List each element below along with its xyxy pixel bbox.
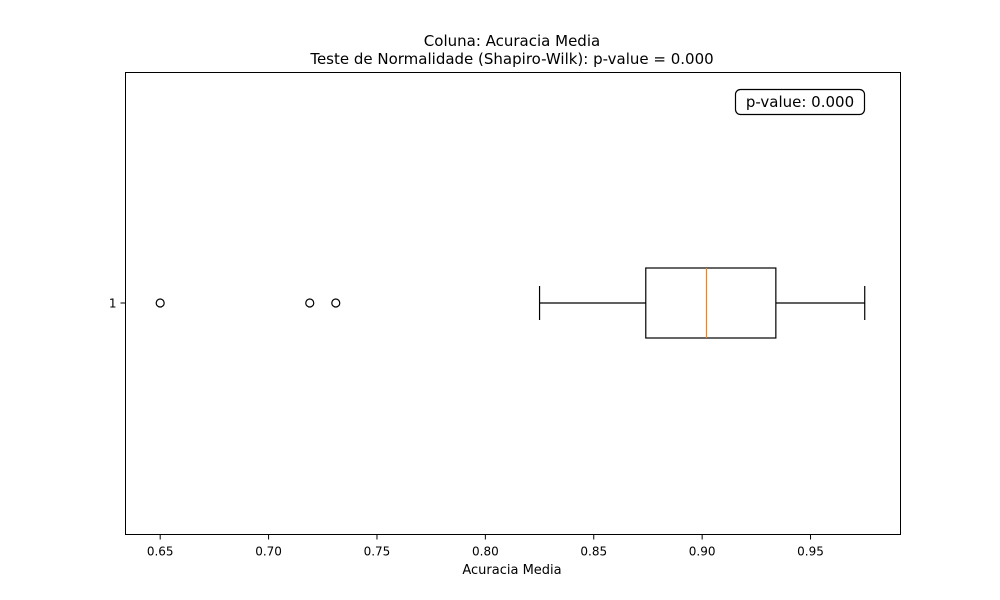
x-tick-label: 0.90 xyxy=(689,545,716,559)
x-tick-label: 0.85 xyxy=(580,545,607,559)
outlier-point xyxy=(305,298,315,308)
box-series xyxy=(155,267,866,339)
interquartile-box xyxy=(645,267,777,339)
x-tick-label: 0.95 xyxy=(797,545,824,559)
x-axis-ticks: 0.65 0.70 0.75 0.80 0.85 0.90 0.95 xyxy=(147,534,824,559)
y-tick-label: 1 xyxy=(109,297,117,311)
p-value-annotation: p-value: 0.000 xyxy=(734,88,866,116)
x-tick-label: 0.80 xyxy=(472,545,499,559)
chart-title: Coluna: Acuracia Media xyxy=(424,32,600,50)
x-tick-label: 0.75 xyxy=(364,545,391,559)
x-tick-label: 0.70 xyxy=(255,545,282,559)
outlier-point xyxy=(155,298,165,308)
outlier-point xyxy=(331,298,341,308)
annotation-box xyxy=(734,88,866,116)
annotation-text: p-value: 0.000 xyxy=(746,93,854,111)
chart-subtitle: Teste de Normalidade (Shapiro-Wilk): p-v… xyxy=(309,50,713,68)
y-axis-ticks: 1 xyxy=(109,297,126,311)
x-tick-label: 0.65 xyxy=(147,545,174,559)
x-axis-label: Acuracia Media xyxy=(462,563,561,578)
